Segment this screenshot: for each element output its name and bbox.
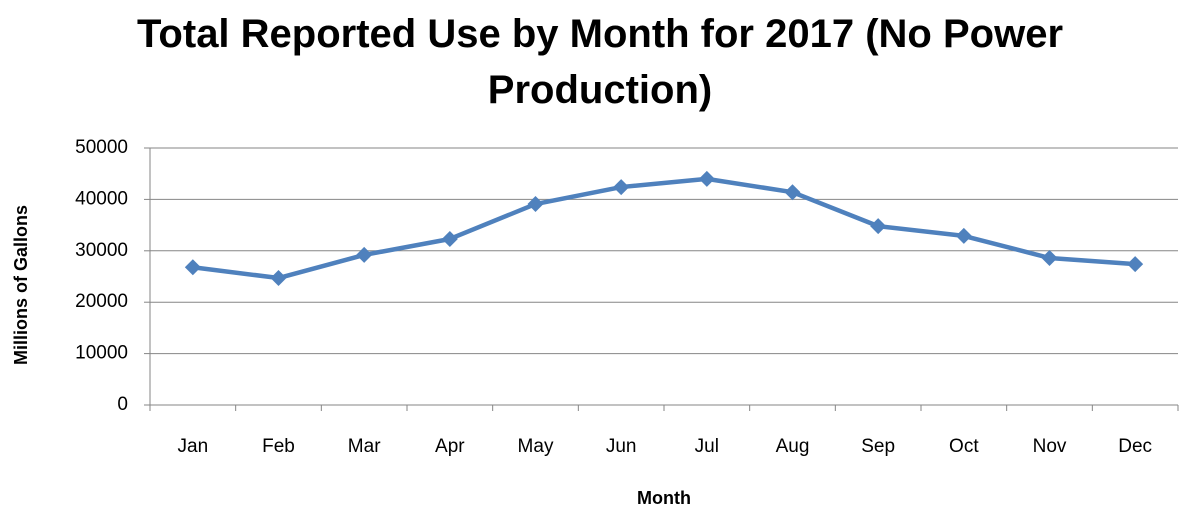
x-tick-label: Jul [695,436,719,457]
x-tick-label: Nov [1033,436,1067,457]
x-tick-label: Jan [178,436,209,457]
x-tick-label: Apr [435,436,465,457]
y-tick-label: 20000 [75,291,128,312]
x-tick-label: Dec [1118,436,1152,457]
x-tick-label: Mar [348,436,381,457]
x-tick-label: Oct [949,436,979,457]
x-tick-label: Aug [776,436,810,457]
marker [184,259,201,276]
marker [356,246,373,263]
marker [870,218,887,235]
y-axis-title: Millions of Gallons [11,205,31,365]
marker [270,270,287,287]
marker [527,196,544,213]
marker [441,230,458,247]
x-tick-label: Feb [262,436,295,457]
x-tick-label: Sep [861,436,895,457]
marker [1127,256,1144,273]
x-axis-title: Month [637,488,691,508]
marker [1041,249,1058,266]
y-tick-label: 50000 [75,137,128,158]
x-tick-label: Jun [606,436,637,457]
marker [955,227,972,244]
marker [613,179,630,196]
chart-title: Total Reported Use by Month for 2017 (No… [136,12,1064,112]
series-line [192,176,1136,281]
marker [784,184,801,201]
y-tick-label: 0 [117,394,128,415]
y-tick-label: 30000 [75,240,128,261]
marker [698,170,715,187]
x-tick-label: May [518,436,554,457]
y-tick-label: 10000 [75,343,128,364]
y-tick-label: 40000 [75,188,128,209]
